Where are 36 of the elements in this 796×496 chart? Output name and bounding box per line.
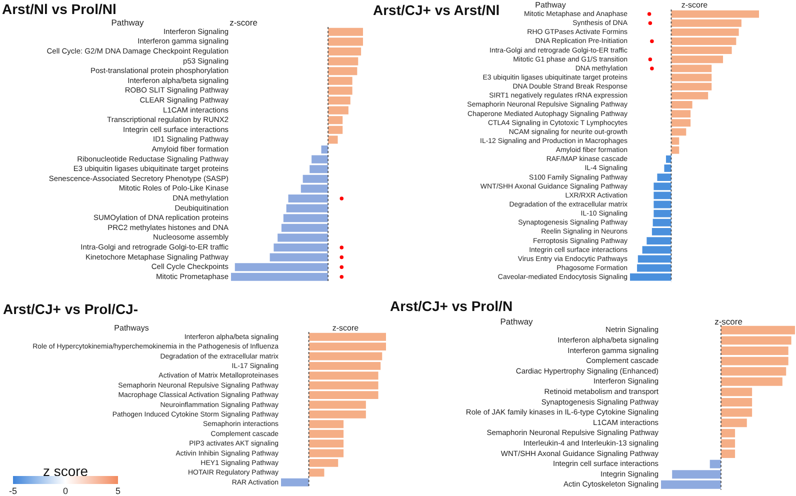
text: Arst/CJ+ vs Arst/Nl: [373, 1, 500, 19]
bar: [328, 47, 362, 56]
bar: [671, 137, 680, 145]
bar: [671, 74, 712, 82]
bar: [630, 273, 672, 281]
x-axis-title: z-score: [714, 316, 743, 326]
y-axis-title: Pathway: [500, 316, 534, 326]
y-axis-title: Pathway: [535, 0, 566, 10]
y-axis-title: Pathway: [111, 18, 145, 28]
x-axis-title: z-score: [230, 18, 258, 28]
bar: [661, 480, 721, 489]
bar: [328, 96, 350, 105]
text: 0: [62, 486, 68, 496]
bar: [308, 352, 382, 360]
text: -5: [8, 486, 18, 496]
bar: [321, 145, 328, 154]
x-axis-title: z-score: [681, 0, 708, 10]
bar: [281, 478, 309, 486]
y-axis-title: Pathways: [114, 324, 149, 332]
bar: [308, 400, 366, 409]
bar: [654, 200, 672, 208]
x-axis-title: z-score: [332, 324, 360, 332]
bar: [720, 398, 752, 406]
text: 5: [115, 486, 121, 496]
bar: [274, 243, 328, 252]
bar: [671, 146, 680, 154]
bar: [288, 194, 328, 203]
bar: [308, 449, 344, 458]
bar: [231, 272, 328, 281]
text: Arst/CJ+ vs Prol/N: [390, 297, 513, 315]
bar: [637, 264, 672, 272]
text: Arst/Nl vs Prol/Nl: [2, 0, 116, 18]
bar: [720, 450, 736, 458]
color-bar-title: z score: [42, 463, 90, 479]
text: Arst/CJ+ vs Prol/CJ-: [3, 300, 138, 318]
bar: [720, 346, 788, 355]
